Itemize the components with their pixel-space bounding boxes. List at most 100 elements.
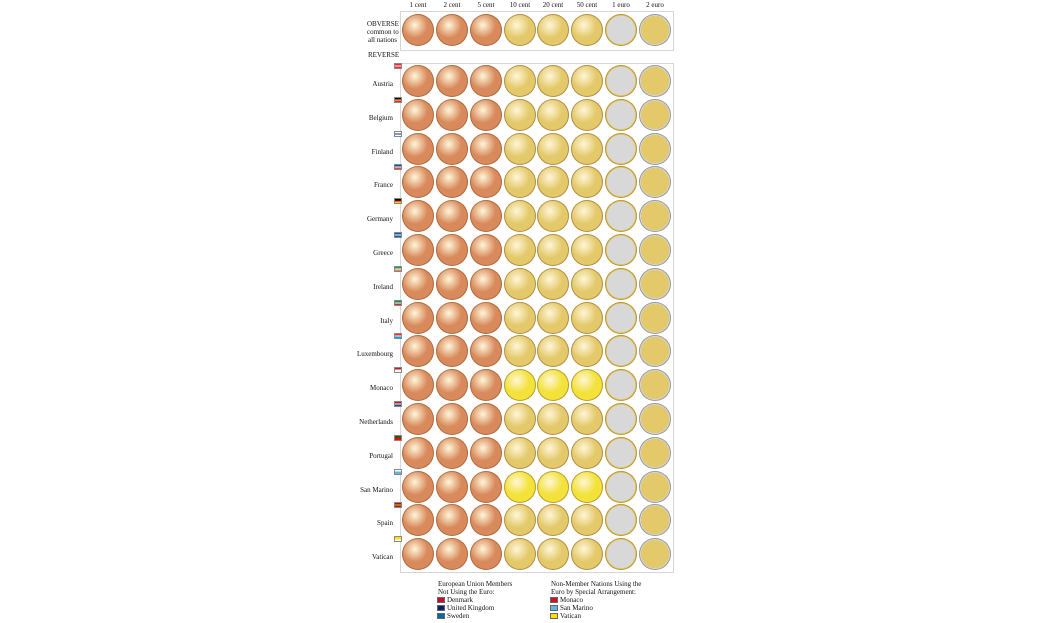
coin bbox=[537, 335, 569, 368]
coin bbox=[537, 504, 569, 537]
coin bbox=[470, 14, 502, 46]
coin bbox=[436, 369, 468, 402]
coin bbox=[470, 538, 502, 571]
country-name: Vatican bbox=[372, 553, 393, 562]
coin bbox=[571, 504, 603, 537]
flag-icon bbox=[394, 232, 402, 238]
coin bbox=[605, 234, 637, 266]
coin bbox=[504, 538, 536, 571]
coin bbox=[504, 98, 536, 131]
coin bbox=[605, 65, 637, 97]
flag-icon bbox=[394, 164, 402, 171]
coin bbox=[470, 504, 502, 537]
coin bbox=[639, 335, 671, 368]
country-name: Greece bbox=[373, 249, 393, 257]
legend-item-label: Vatican bbox=[560, 612, 581, 620]
country-name: Monaco bbox=[370, 384, 393, 393]
coin bbox=[436, 504, 468, 537]
coin bbox=[605, 14, 637, 46]
coin bbox=[571, 98, 603, 131]
coin bbox=[605, 132, 637, 165]
coin bbox=[571, 335, 603, 368]
coin bbox=[537, 234, 569, 266]
coin bbox=[504, 267, 536, 300]
coin bbox=[402, 470, 434, 503]
flag-icon bbox=[437, 613, 445, 619]
coin bbox=[436, 470, 468, 503]
coin bbox=[470, 98, 502, 131]
legend-item: Sweden bbox=[437, 612, 512, 620]
coin bbox=[537, 166, 569, 199]
coin bbox=[504, 200, 536, 233]
coin bbox=[470, 267, 502, 300]
coin bbox=[639, 65, 671, 97]
flag-icon bbox=[394, 63, 402, 69]
flag-icon bbox=[394, 536, 402, 543]
coin bbox=[537, 132, 569, 165]
coin bbox=[436, 403, 468, 435]
coin bbox=[639, 301, 671, 334]
coin bbox=[537, 436, 569, 469]
coin bbox=[537, 403, 569, 435]
coin bbox=[639, 369, 671, 402]
flag-icon bbox=[394, 401, 402, 407]
coin bbox=[504, 335, 536, 368]
coin bbox=[504, 403, 536, 435]
coin bbox=[605, 166, 637, 199]
obverse-label-3: all nations bbox=[368, 36, 397, 44]
reverse-grid bbox=[400, 63, 674, 573]
coin bbox=[504, 14, 536, 46]
coin bbox=[436, 14, 468, 46]
country-name: Netherlands bbox=[359, 418, 393, 426]
coin bbox=[504, 132, 536, 165]
coin bbox=[402, 436, 434, 469]
coin bbox=[605, 335, 637, 368]
legend-item-label: Sweden bbox=[447, 612, 470, 620]
coin bbox=[504, 65, 536, 97]
coin bbox=[605, 504, 637, 537]
coin bbox=[537, 538, 569, 571]
coin bbox=[470, 234, 502, 266]
coin bbox=[402, 538, 434, 571]
denomination-header: 50 cent bbox=[576, 1, 598, 9]
coin bbox=[639, 504, 671, 537]
obverse-label-1: OBVERSE bbox=[367, 20, 399, 28]
coin bbox=[605, 267, 637, 300]
coin bbox=[504, 436, 536, 469]
coin bbox=[402, 267, 434, 300]
denomination-header: 10 cent bbox=[509, 1, 531, 9]
coin bbox=[537, 301, 569, 334]
legend-item-label: San Marino bbox=[560, 604, 593, 612]
coin bbox=[504, 504, 536, 537]
legend-item-label: Denmark bbox=[447, 596, 474, 604]
flag-icon bbox=[394, 299, 402, 306]
denomination-header: 2 cent bbox=[443, 1, 461, 9]
flag-icon bbox=[394, 434, 402, 441]
coin bbox=[402, 132, 434, 165]
coin bbox=[436, 335, 468, 368]
legend-item: Denmark bbox=[437, 596, 512, 604]
flag-icon bbox=[394, 367, 402, 374]
coin bbox=[639, 234, 671, 266]
coin bbox=[470, 301, 502, 334]
coin bbox=[402, 98, 434, 131]
coin bbox=[537, 98, 569, 131]
coin bbox=[402, 65, 434, 97]
legend-item: United Kingdom bbox=[437, 604, 512, 612]
coin bbox=[504, 470, 536, 503]
coin bbox=[436, 301, 468, 334]
reverse-label: REVERSE bbox=[368, 51, 400, 59]
coin bbox=[504, 234, 536, 266]
coin bbox=[402, 301, 434, 334]
coin bbox=[436, 132, 468, 165]
country-name: Finland bbox=[371, 147, 393, 156]
coin bbox=[537, 14, 569, 46]
coin bbox=[504, 369, 536, 402]
flag-icon bbox=[437, 597, 445, 603]
flag-icon bbox=[550, 597, 558, 603]
coin bbox=[436, 65, 468, 97]
flag-icon bbox=[437, 605, 445, 611]
flag-icon bbox=[394, 130, 402, 137]
coin bbox=[639, 267, 671, 300]
coin bbox=[571, 166, 603, 199]
